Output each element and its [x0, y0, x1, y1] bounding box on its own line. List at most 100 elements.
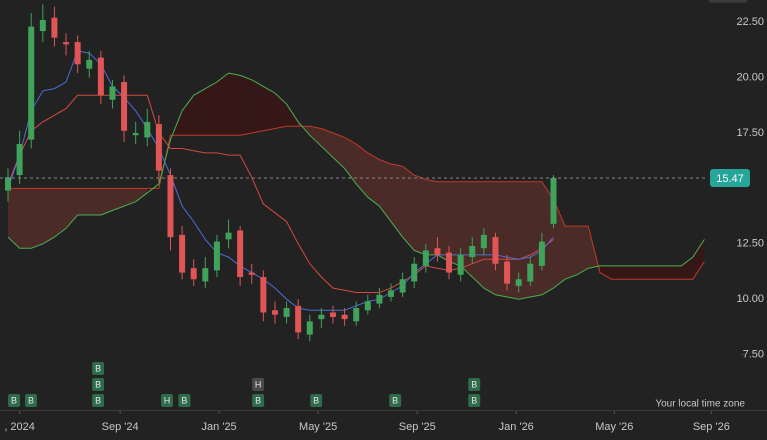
span-b — [8, 125, 705, 280]
candle-body — [550, 177, 557, 224]
candle-body — [295, 305, 302, 333]
cloud-segment — [646, 265, 658, 280]
cloud-segment — [309, 126, 322, 147]
candle-body — [248, 272, 255, 275]
cloud-segment — [240, 75, 252, 136]
event-badge — [92, 394, 105, 407]
cloud-segment — [42, 188, 55, 244]
event-badge — [468, 394, 481, 407]
cloud-segment — [193, 88, 206, 136]
event-badge — [468, 378, 481, 391]
y-tick-label: 10.00 — [736, 293, 764, 305]
candle-body — [86, 59, 93, 69]
candle-body — [504, 261, 511, 284]
event-label: B — [11, 395, 17, 405]
candle-body — [353, 308, 360, 322]
y-tick-label: 7.50 — [743, 349, 764, 361]
candle-body — [306, 321, 313, 335]
cloud-segment — [54, 188, 67, 238]
x-tick-label: Sep '24 — [102, 421, 139, 433]
cloud-segment — [8, 188, 20, 249]
event-badge — [252, 394, 265, 407]
event-label: B — [471, 395, 477, 405]
cloud-segment — [657, 265, 670, 280]
cloud-segment — [77, 188, 90, 215]
candle-body — [28, 26, 35, 140]
event-label: B — [28, 395, 34, 405]
candle-body — [388, 290, 395, 297]
candles — [5, 4, 557, 342]
cloud-segment — [472, 181, 484, 289]
candle-body — [63, 42, 70, 45]
event-label: H — [164, 395, 171, 405]
x-tick-label: Jan '25 — [202, 421, 237, 433]
cloud-segment — [216, 73, 229, 136]
x-tick-label: Sep '25 — [399, 421, 436, 433]
candle-body — [74, 42, 81, 65]
candle-body — [109, 86, 116, 100]
candle-body — [5, 177, 12, 191]
event-label: B — [471, 379, 477, 389]
high-price-label: 23.78 — [714, 0, 742, 1]
candle-body — [329, 312, 336, 317]
x-tick-label: Jan '26 — [499, 421, 534, 433]
event-badge — [24, 394, 37, 407]
candle-body — [457, 254, 464, 275]
cloud-segment — [692, 239, 705, 280]
cloud-segment — [100, 188, 113, 215]
cloud-segment — [379, 159, 392, 222]
candle-body — [411, 263, 418, 282]
candle-body — [492, 237, 499, 264]
candle-body — [376, 294, 383, 304]
cloud-segment — [634, 265, 647, 280]
cloud-segment — [89, 188, 101, 215]
candle-body — [318, 314, 325, 320]
candle-body — [202, 268, 209, 282]
time-zone-label: Your local time zone — [655, 399, 745, 410]
cloud-segment — [414, 175, 426, 255]
y-tick-label: 17.50 — [736, 127, 764, 139]
cloud-segment — [112, 188, 125, 211]
cloud-segment — [576, 226, 589, 275]
x-tick-label: May '26 — [595, 421, 633, 433]
cloud-segment — [669, 265, 682, 280]
event-badge — [252, 378, 265, 391]
candle-body — [434, 248, 441, 255]
last-price-box — [710, 168, 750, 187]
event-badge — [178, 394, 191, 407]
cloud-segment — [402, 166, 415, 251]
candle-body — [155, 124, 162, 171]
candle-body — [341, 314, 348, 320]
cloud-segment — [321, 128, 333, 158]
cloud-segment — [205, 82, 217, 136]
cloud-segment — [565, 226, 577, 280]
candle-body — [422, 250, 429, 266]
event-badge — [161, 394, 174, 407]
candle-body — [364, 301, 371, 311]
candle-body — [283, 308, 290, 317]
cloud-segment — [31, 188, 43, 249]
cloud-segment — [286, 104, 299, 127]
candle-body — [16, 144, 23, 176]
cloud-segment — [599, 265, 612, 280]
cloud-segment — [135, 188, 148, 202]
y-tick-label: 20.00 — [736, 71, 764, 83]
candle-body — [132, 132, 139, 136]
candle-body — [51, 17, 58, 38]
cloud-segment — [425, 179, 438, 255]
candle-body — [527, 263, 534, 282]
candle-body — [480, 234, 487, 249]
event-badge — [310, 394, 323, 407]
candle-body — [446, 252, 453, 273]
event-badge — [8, 394, 21, 407]
x-tick-label: Sep '26 — [693, 421, 730, 433]
cloud-segment — [611, 265, 624, 280]
event-label: B — [392, 395, 398, 405]
candle-body — [225, 232, 232, 240]
candle-body — [538, 241, 545, 266]
candle-body — [179, 234, 186, 273]
cloud-segment — [681, 257, 693, 280]
